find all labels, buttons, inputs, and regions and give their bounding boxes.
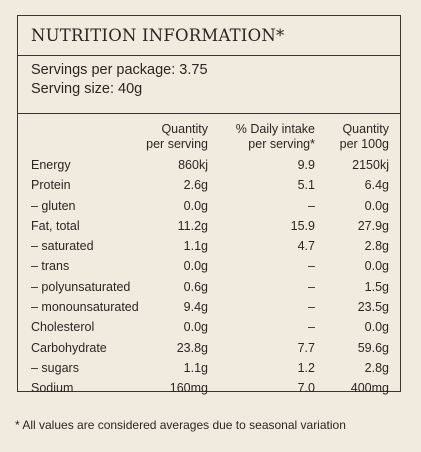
- daily-intake: –: [308, 279, 315, 294]
- column-header-line: per serving*: [248, 137, 315, 151]
- nutrient-name: – sugars: [31, 360, 79, 375]
- qty-per-100g: 0.0g: [364, 198, 389, 213]
- daily-intake: –: [308, 198, 315, 213]
- qty-per-serving: 11.2g: [177, 218, 208, 233]
- column-header-line: Quantity: [342, 122, 389, 136]
- nutrient-name: Carbohydrate: [31, 340, 107, 355]
- qty-per-serving: 2.6g: [183, 178, 208, 193]
- daily-intake: 5.1: [297, 178, 315, 193]
- nutrient-name: – monounsaturated: [31, 300, 139, 315]
- nutrient-table: Energy 860kj 9.9 2150kj Protein 2.6g 5.1…: [18, 154, 400, 398]
- qty-per-serving: 160mg: [169, 381, 208, 396]
- table-row: – polyunsaturated 0.6g – 1.5g: [18, 276, 400, 296]
- column-header-qty-100g: Quantity per 100g: [317, 122, 389, 152]
- table-row: – trans 0.0g – 0.0g: [18, 255, 400, 275]
- nutrient-name: – gluten: [31, 198, 76, 213]
- column-header-qty-serving: Quantity per serving: [118, 122, 208, 152]
- daily-intake: –: [308, 300, 315, 315]
- qty-per-100g: 23.5g: [357, 300, 389, 315]
- qty-per-100g: 0.0g: [364, 320, 389, 335]
- column-header-daily-intake: % Daily intake per serving*: [215, 122, 315, 152]
- column-header-line: per serving: [146, 137, 208, 151]
- table-row: – sugars 1.1g 1.2 2.8g: [18, 357, 400, 377]
- daily-intake: 1.2: [297, 360, 315, 375]
- serving-size: Serving size: 40g: [31, 81, 143, 97]
- daily-intake: 7.7: [297, 340, 315, 355]
- column-header-line: Quantity: [161, 122, 208, 136]
- qty-per-serving: 0.0g: [183, 198, 208, 213]
- nutrient-name: – saturated: [31, 239, 94, 254]
- table-row: – gluten 0.0g – 0.0g: [18, 195, 400, 215]
- daily-intake: 7.0: [297, 381, 315, 396]
- qty-per-100g: 2.8g: [364, 239, 389, 254]
- table-row: Fat, total 11.2g 15.9 27.9g: [18, 215, 400, 235]
- qty-per-serving: 1.1g: [183, 360, 208, 375]
- table-row: Energy 860kj 9.9 2150kj: [18, 154, 400, 174]
- qty-per-serving: 860kj: [178, 158, 208, 172]
- table-row: – monounsaturated 9.4g – 23.5g: [18, 296, 400, 316]
- qty-per-100g: 2150kj: [352, 158, 389, 172]
- qty-per-100g: 6.4g: [364, 178, 389, 193]
- nutrient-name: Protein: [31, 178, 71, 193]
- qty-per-100g: 1.5g: [364, 279, 389, 294]
- footnote: * All values are considered averages due…: [15, 418, 346, 432]
- table-row: Protein 2.6g 5.1 6.4g: [18, 174, 400, 194]
- qty-per-serving: 9.4g: [183, 300, 208, 315]
- table-row: Cholesterol 0.0g – 0.0g: [18, 316, 400, 336]
- daily-intake: 9.9: [297, 158, 315, 172]
- column-header-line: % Daily intake: [235, 122, 315, 136]
- table-row: Sodium 160mg 7.0 400mg: [18, 377, 400, 397]
- qty-per-100g: 400mg: [350, 381, 389, 396]
- qty-per-serving: 1.1g: [183, 239, 208, 254]
- qty-per-serving: 23.8g: [176, 340, 208, 355]
- qty-per-100g: 27.9g: [357, 218, 389, 233]
- column-header-line: per 100g: [339, 137, 389, 151]
- daily-intake: 15.9: [290, 218, 315, 233]
- qty-per-100g: 2.8g: [364, 360, 389, 375]
- nutrition-panel: NUTRITION INFORMATION* Servings per pack…: [17, 15, 401, 395]
- nutrient-name: Energy: [31, 158, 71, 172]
- qty-per-100g: 59.6g: [357, 340, 389, 355]
- daily-intake: –: [308, 259, 315, 274]
- divider: [18, 55, 400, 56]
- qty-per-serving: 0.0g: [183, 259, 208, 274]
- qty-per-100g: 0.0g: [364, 259, 389, 274]
- nutrient-name: Fat, total: [31, 218, 80, 233]
- table-row: Carbohydrate 23.8g 7.7 59.6g: [18, 337, 400, 357]
- daily-intake: 4.7: [297, 239, 315, 254]
- daily-intake: –: [308, 320, 315, 335]
- qty-per-serving: 0.0g: [183, 320, 208, 335]
- servings-per-package: Servings per package: 3.75: [31, 62, 208, 78]
- nutrient-name: – polyunsaturated: [31, 279, 131, 294]
- qty-per-serving: 0.6g: [183, 279, 208, 294]
- divider: [18, 113, 400, 114]
- nutrient-name: Sodium: [31, 381, 74, 396]
- nutrient-name: Cholesterol: [31, 320, 95, 335]
- table-row: – saturated 1.1g 4.7 2.8g: [18, 235, 400, 255]
- panel-title: NUTRITION INFORMATION*: [31, 26, 285, 45]
- nutrient-name: – trans: [31, 259, 70, 274]
